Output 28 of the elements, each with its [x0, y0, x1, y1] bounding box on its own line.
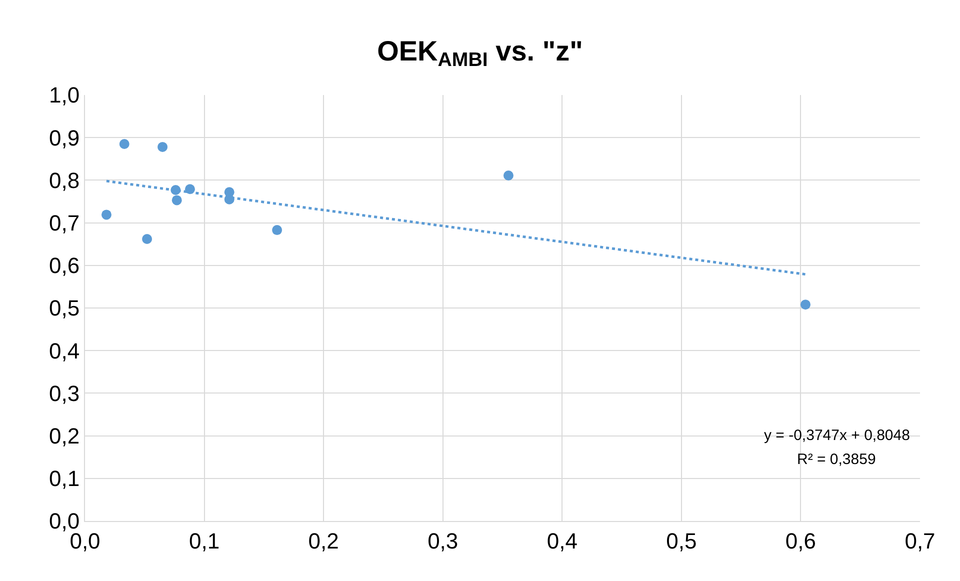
- chart-title: OEK$_{AMBI}$ vs. "z": [377, 35, 583, 72]
- y-tick-label: 0,7: [49, 210, 80, 236]
- point: [172, 195, 182, 206]
- x-tick-label: 0,3: [428, 528, 458, 554]
- x-tick-label: 0,2: [308, 528, 339, 554]
- point: [800, 300, 810, 310]
- y-tick-label: 0,6: [49, 253, 80, 278]
- y-tick-label: 1,0: [49, 82, 80, 108]
- y-tick-label: 0,1: [49, 466, 80, 492]
- y-tick-label: 0,5: [49, 296, 80, 321]
- y-tick-label: 0,2: [49, 424, 80, 448]
- y-tick-label: 0,3: [49, 380, 80, 406]
- y-tick-label: 0,9: [49, 125, 80, 150]
- y-tick-label: 0,4: [49, 338, 80, 364]
- annotation: R² = 0,3859: [797, 451, 876, 468]
- point: [503, 170, 514, 181]
- x-tick-label: 0,6: [785, 528, 816, 554]
- point: [101, 210, 112, 220]
- x-tick-label: 0,5: [666, 528, 697, 554]
- y-tick-label: 0,8: [49, 168, 80, 193]
- point: [142, 234, 152, 244]
- point: [158, 142, 168, 152]
- annotation: y = -0,3747x + 0,8048: [764, 427, 910, 444]
- point: [119, 138, 130, 149]
- x-tick-label: 0,1: [188, 528, 220, 554]
- point: [272, 225, 282, 236]
- x-tick-label: 0,4: [546, 528, 578, 554]
- x-tick-label: 0,7: [904, 528, 936, 554]
